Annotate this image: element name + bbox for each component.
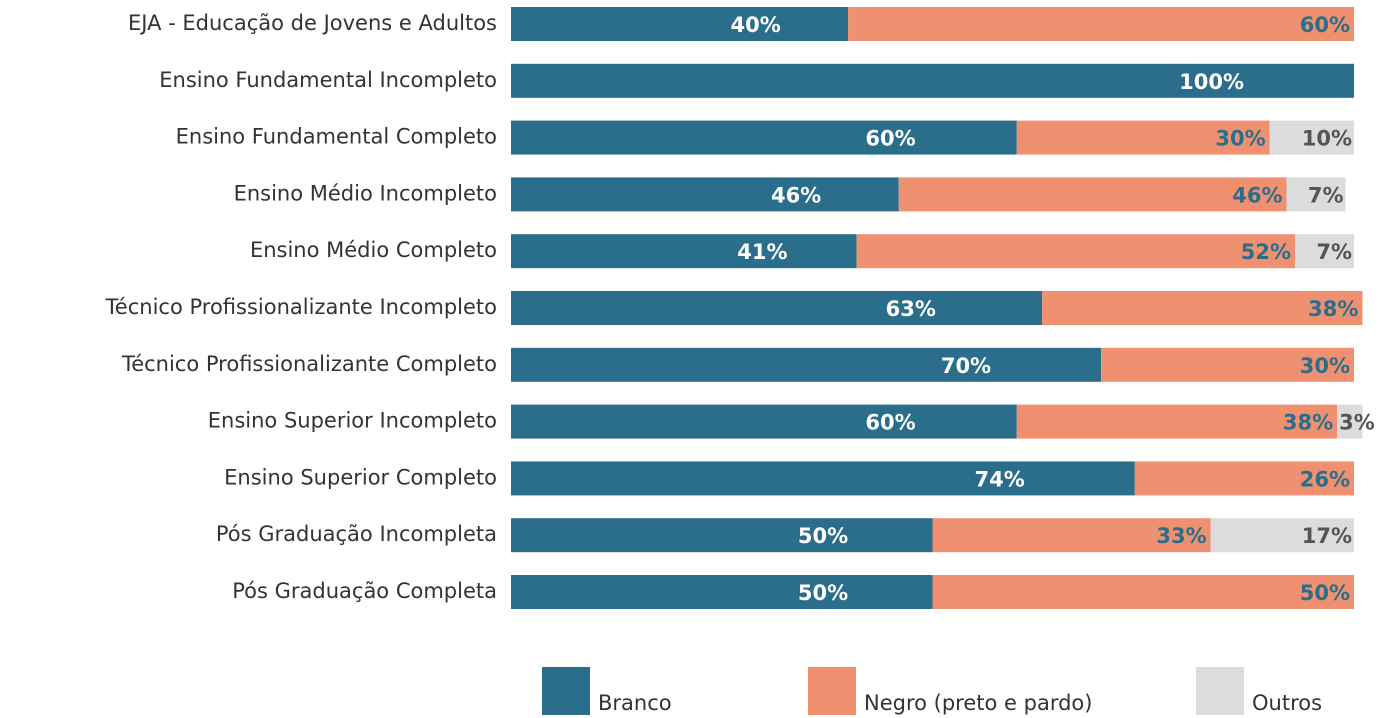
bar-segment — [1294, 234, 1354, 269]
bar-segment — [1210, 518, 1354, 553]
category-label: Ensino Médio Completo — [250, 238, 497, 262]
bar-segment — [1337, 404, 1363, 439]
value-label: 70% — [941, 354, 991, 378]
bar-segment — [511, 575, 933, 609]
value-label: 41% — [737, 240, 787, 264]
category-label: Ensino Fundamental Completo — [176, 125, 497, 149]
value-label: 60% — [1300, 13, 1350, 37]
bar-segment — [1269, 120, 1354, 155]
category-label: Pós Graduação Completa — [232, 579, 497, 603]
bar-segment — [511, 63, 1354, 98]
value-label: 50% — [798, 581, 848, 605]
value-label: 50% — [798, 524, 848, 548]
value-label: 26% — [1300, 467, 1350, 491]
value-label: 7% — [1308, 183, 1344, 207]
legend-swatch — [542, 667, 590, 715]
category-label: Técnico Profissionalizante Incompleto — [105, 295, 497, 319]
bar-segment — [1016, 120, 1270, 155]
value-label: 38% — [1308, 297, 1358, 321]
category-label: Ensino Superior Incompleto — [208, 409, 497, 433]
bar-segment — [856, 234, 1295, 269]
value-label: 46% — [1232, 183, 1282, 207]
bar-segment — [1286, 177, 1346, 212]
bar-segment — [1134, 461, 1354, 496]
value-label: 63% — [886, 297, 936, 321]
bar-segment — [511, 291, 1043, 325]
category-label: Pós Graduação Incompleta — [216, 522, 497, 546]
value-label: 74% — [975, 467, 1025, 491]
bar-segment — [511, 234, 857, 269]
bar-segment — [1016, 404, 1338, 439]
value-label: 7% — [1316, 240, 1352, 264]
value-label: 60% — [865, 127, 915, 151]
legend-label: Negro (preto e pardo) — [864, 691, 1092, 715]
value-label: 38% — [1283, 411, 1333, 435]
legend-label: Branco — [598, 691, 672, 715]
bar-segment — [511, 518, 933, 553]
value-label: 30% — [1215, 127, 1265, 151]
value-label: 50% — [1300, 581, 1350, 605]
legend-swatch — [808, 667, 856, 715]
bar-segment — [898, 177, 1287, 212]
category-label: Ensino Superior Completo — [224, 465, 497, 489]
bar-segment — [511, 120, 1017, 155]
bar-segment — [1042, 291, 1363, 325]
bar-segment — [511, 461, 1135, 496]
category-label: Ensino Fundamental Incompleto — [159, 68, 497, 92]
bar-segment — [932, 575, 1354, 609]
bar-segment — [848, 7, 1354, 41]
bar-segment — [511, 347, 1102, 382]
bar-segment — [511, 7, 849, 41]
value-label: 10% — [1302, 127, 1352, 151]
value-label: 40% — [730, 13, 780, 37]
legend-swatch — [1196, 667, 1244, 715]
value-label: 17% — [1302, 524, 1352, 548]
value-label: 60% — [865, 411, 915, 435]
value-label: 100% — [1179, 70, 1244, 94]
bar-segment — [511, 177, 899, 212]
category-label: Técnico Profissionalizante Completo — [121, 352, 497, 376]
bar-segment — [1101, 347, 1354, 382]
value-label: 30% — [1300, 354, 1350, 378]
value-label: 52% — [1241, 240, 1291, 264]
legend-label: Outros — [1252, 691, 1322, 715]
category-label: Ensino Médio Incompleto — [234, 181, 497, 205]
value-label: 3% — [1339, 411, 1375, 435]
bar-segment — [932, 518, 1211, 553]
value-label: 46% — [771, 183, 821, 207]
category-label: EJA - Educação de Jovens e Adultos — [128, 11, 497, 35]
bar-segment — [511, 404, 1017, 439]
value-label: 33% — [1156, 524, 1206, 548]
